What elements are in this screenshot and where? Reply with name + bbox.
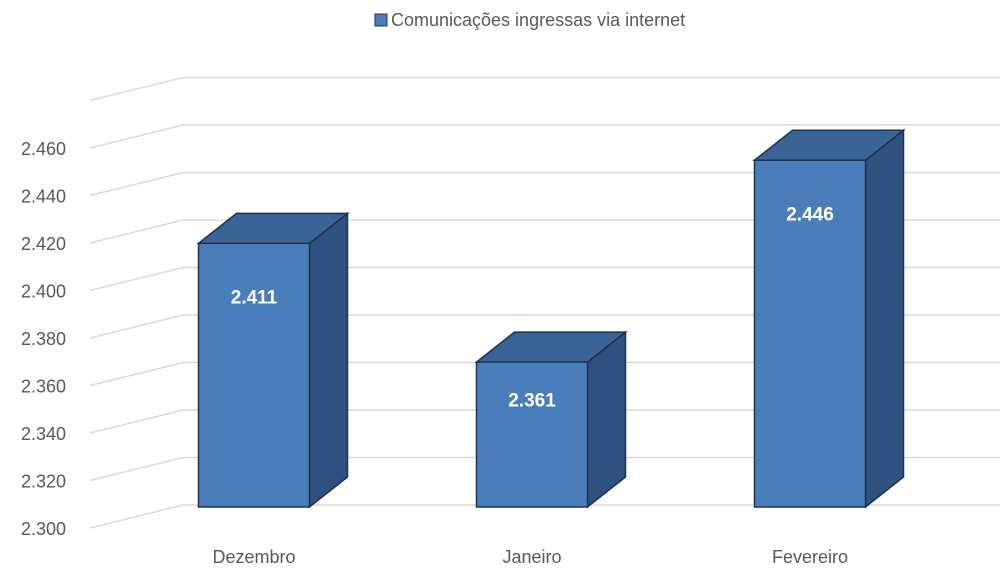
- bar: [475, 361, 589, 508]
- value-label: 2.361: [508, 391, 556, 412]
- y-tick-label: 2.380: [21, 329, 66, 349]
- grid-line: [89, 456, 1000, 482]
- bar: [753, 159, 867, 508]
- bar-side: [864, 128, 905, 509]
- bar: [197, 242, 311, 508]
- grid-line: [89, 314, 1000, 339]
- y-tick-label: 2.420: [21, 234, 66, 254]
- y-tick-label: 2.300: [21, 519, 66, 539]
- grid-line: [89, 409, 1000, 434]
- grid-line: [89, 124, 1000, 149]
- y-tick-label: 2.440: [21, 186, 66, 206]
- y-tick-label: 2.360: [21, 376, 66, 396]
- y-tick-label: 2.400: [21, 281, 66, 301]
- y-tick-label: 2.320: [21, 471, 66, 491]
- grid-line: [89, 504, 1000, 529]
- x-tick-label: Fevereiro: [772, 547, 848, 567]
- grid-line: [89, 171, 1000, 197]
- legend-label: Comunicações ingressas via internet: [391, 10, 685, 30]
- grid-line: [89, 76, 1000, 102]
- legend-swatch: [374, 13, 388, 27]
- y-tick-label: 2.340: [21, 424, 66, 444]
- x-tick-label: Janeiro: [502, 547, 561, 567]
- grid-line: [89, 219, 1000, 244]
- y-tick-label: 2.460: [21, 139, 66, 159]
- grid-line: [89, 361, 1000, 387]
- bar-side: [308, 211, 349, 509]
- value-label: 2.411: [231, 287, 278, 308]
- grid-line: [89, 266, 1000, 292]
- x-tick-label: Dezembro: [212, 547, 295, 567]
- value-label: 2.446: [786, 204, 834, 225]
